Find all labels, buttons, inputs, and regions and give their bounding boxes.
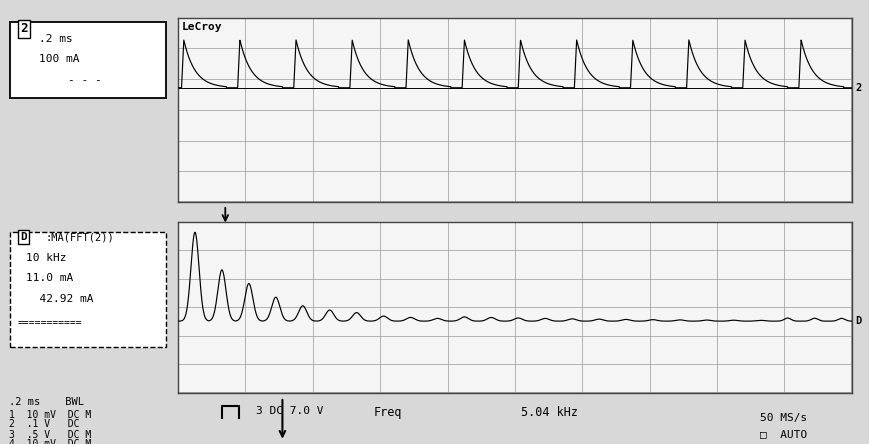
Text: □  AUTO: □ AUTO [760, 430, 807, 440]
Text: 42.92 mA: 42.92 mA [26, 294, 93, 304]
Text: 5.04 kHz: 5.04 kHz [521, 406, 579, 419]
Text: Freq: Freq [374, 406, 402, 419]
Text: 11.0 mA: 11.0 mA [26, 274, 73, 283]
FancyBboxPatch shape [10, 23, 166, 98]
FancyBboxPatch shape [10, 232, 166, 347]
Text: D: D [21, 232, 27, 242]
Text: - - -: - - - [68, 75, 102, 84]
Text: .2 ms    BWL: .2 ms BWL [9, 397, 83, 407]
Text: 2: 2 [21, 23, 28, 36]
Text: 3  .5 V   DC M: 3 .5 V DC M [9, 430, 91, 440]
Text: D: D [855, 316, 861, 326]
Text: 1  10 mV  DC M: 1 10 mV DC M [9, 410, 91, 420]
Text: :MA(FFT(2)): :MA(FFT(2)) [46, 232, 115, 242]
Text: 4  10 mV  DC M: 4 10 mV DC M [9, 439, 91, 444]
Text: 2: 2 [855, 83, 861, 93]
Text: 10 kHz: 10 kHz [26, 253, 66, 263]
Text: 100 mA: 100 mA [39, 54, 80, 64]
Text: LeCroy: LeCroy [182, 22, 222, 32]
Text: .2 ms: .2 ms [39, 34, 73, 44]
Text: 3 DC 7.0 V: 3 DC 7.0 V [256, 406, 324, 416]
Text: 50 MS/s: 50 MS/s [760, 413, 807, 423]
Text: ===========: =========== [17, 318, 82, 328]
Text: 2  .1 V   DC: 2 .1 V DC [9, 419, 79, 429]
